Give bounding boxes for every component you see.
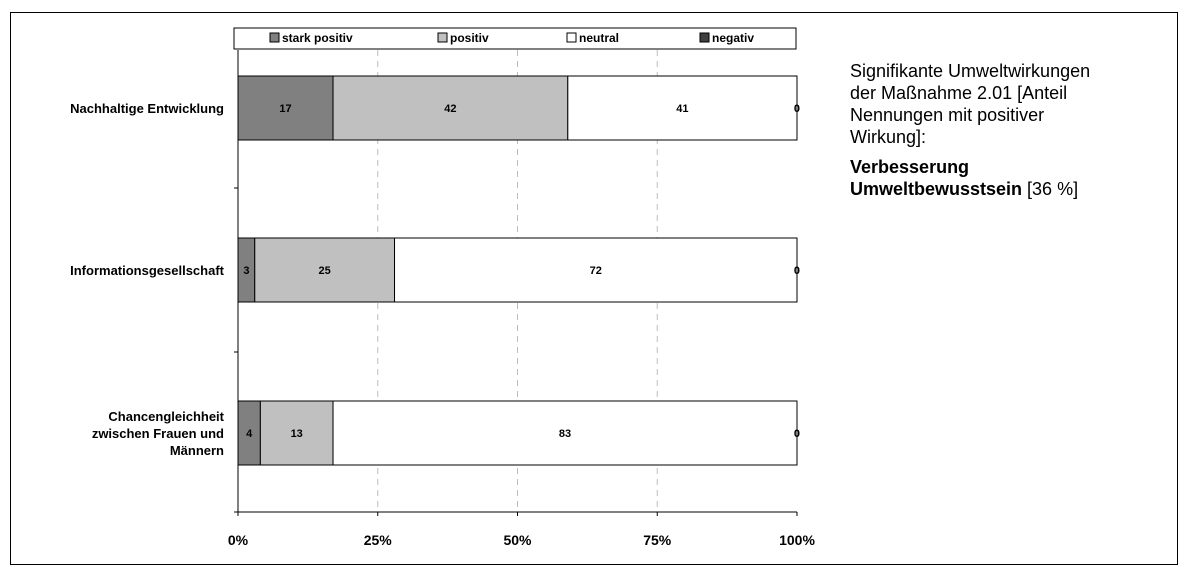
side-note-line2: der Maßnahme 2.01 [Anteil	[850, 83, 1068, 103]
bar-segment	[394, 237, 798, 303]
x-tick-label: 100%	[779, 532, 815, 548]
x-tick-label: 25%	[364, 532, 393, 548]
side-note-highlight: Verbesserung Umweltbewusstsein [36 %]	[850, 156, 1170, 200]
side-note-line1: Signifikante Umweltwirkungen	[850, 61, 1091, 81]
side-note-highlight-bold2: Umweltbewusstsein	[850, 179, 1023, 199]
side-note-intro: Signifikante Umweltwirkungen der Maßnahm…	[850, 60, 1170, 148]
legend: stark positiv positiv neutral negativ	[233, 27, 797, 50]
side-note: Signifikante Umweltwirkungen der Maßnahm…	[850, 60, 1170, 208]
data-label: 13	[291, 428, 303, 440]
side-note-highlight-bold1: Verbesserung	[850, 157, 970, 177]
bar-segment	[254, 237, 396, 303]
legend-label: neutral	[579, 31, 619, 45]
data-label: 3	[243, 265, 249, 277]
legend-box	[233, 27, 797, 50]
data-label: 17	[279, 103, 291, 115]
side-note-line3: Nennungen mit positiver	[850, 105, 1045, 125]
data-label: 72	[590, 265, 602, 277]
data-label: 0	[794, 428, 800, 440]
axis-layer: 0% 25% 50% 75% 100% Nachhaltige Entwicklung In…	[70, 50, 815, 548]
legend-label: negativ	[712, 31, 754, 45]
bar-segment	[259, 400, 334, 466]
side-note-highlight-tail: [36 %]	[1022, 179, 1079, 199]
bar-segment	[332, 400, 798, 466]
category-label: Informationsgesellschaft	[70, 263, 225, 278]
data-label: 4	[246, 428, 253, 440]
data-label: 42	[444, 103, 456, 115]
legend-swatch	[269, 32, 280, 43]
x-tick-label: 75%	[643, 532, 672, 548]
category-label: Nachhaltige Entwicklung	[70, 101, 224, 116]
legend-label: positiv	[450, 31, 489, 45]
legend-swatch	[566, 32, 577, 43]
legend-label: stark positiv	[282, 31, 353, 45]
x-tick-label: 50%	[503, 532, 532, 548]
bar-segment	[237, 75, 334, 141]
legend-swatch	[437, 32, 448, 43]
data-label: 83	[559, 428, 571, 440]
data-label: 0	[794, 103, 800, 115]
x-tick-label: 0%	[228, 532, 249, 548]
data-label: 41	[676, 103, 688, 115]
side-note-line4: Wirkung]:	[850, 127, 927, 147]
legend-swatch	[699, 32, 710, 43]
bar-segment	[567, 75, 798, 141]
bars-layer: 17 42 41 0 3 25 72 0 4 13 83 0	[237, 75, 800, 466]
category-label: Chancengleichheit zwischen Frauen und Männ…	[92, 409, 225, 458]
data-label: 25	[319, 265, 331, 277]
chart-frame	[10, 12, 1178, 565]
data-label: 0	[794, 265, 800, 277]
